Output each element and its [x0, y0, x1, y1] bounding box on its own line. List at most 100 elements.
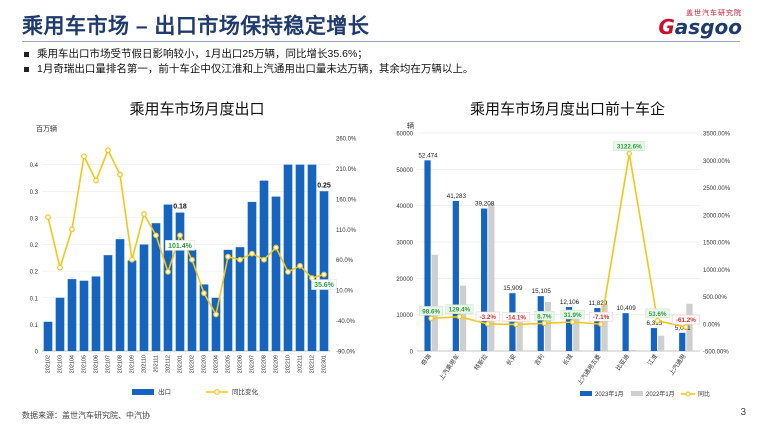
line-data-label: 35.6%	[314, 282, 335, 289]
x-tick-label: 202112	[165, 355, 171, 373]
y-tick-label-right: 10.0%	[336, 289, 354, 295]
x-tick-label: 上汽通用	[667, 353, 687, 377]
line-label-box	[445, 304, 474, 314]
line-data-label: -7.1%	[593, 314, 610, 321]
bar	[223, 249, 233, 351]
line-point	[201, 290, 207, 297]
y-tick-label-right: 1000.00%	[703, 268, 731, 274]
y-tick-label-left: 0.3	[30, 190, 39, 196]
bar	[79, 280, 89, 351]
page-number: 3	[740, 407, 746, 418]
x-tick-label: 202203	[201, 355, 207, 373]
x-tick-label: 吉利	[533, 353, 546, 367]
y-tick-label-left: 0	[410, 350, 414, 356]
bar-data-label: 41,283	[447, 193, 467, 200]
x-tick-label: 202207	[249, 355, 255, 373]
bullet-text: 1月奇瑞出口量排名第一，前十车企中仅江淮和上汽通用出口量未达万辆，其余均在万辆以…	[37, 63, 474, 75]
line-point	[225, 253, 231, 260]
line-point	[513, 321, 519, 328]
brand-name-en: Gasgoo	[658, 15, 742, 39]
bar	[211, 297, 221, 351]
x-tick-label: 比亚迪	[614, 353, 631, 372]
line-point	[297, 262, 303, 269]
line-point	[129, 256, 135, 263]
brand-g-letter: G	[658, 15, 675, 39]
y-tick-label-left: 0.1	[30, 323, 39, 329]
y-tick-label-right: 0.00%	[703, 322, 721, 328]
x-tick-label: 202205	[225, 355, 231, 373]
bar-2022	[658, 335, 665, 351]
line-point	[237, 256, 243, 263]
bar	[55, 297, 65, 351]
bar	[115, 239, 125, 351]
brand-rest-letters: asgoo	[674, 15, 742, 39]
x-tick-label: 202211	[297, 355, 303, 373]
bullet-square-icon	[24, 67, 29, 72]
line-point	[177, 232, 183, 239]
line-point	[261, 256, 267, 263]
x-tick-label: 202111	[153, 355, 159, 373]
bar	[127, 260, 137, 351]
bar-2023	[509, 293, 516, 351]
line-data-label: 53.6%	[649, 311, 667, 318]
y-tick-label-left: 10000	[396, 313, 413, 319]
y-tick-label-right: 3000.00%	[703, 159, 731, 165]
bar	[295, 164, 305, 351]
y-tick-label-left: 30000	[396, 241, 413, 247]
line-label-box	[165, 240, 195, 251]
bar-2023	[452, 201, 459, 351]
series-line	[431, 153, 687, 328]
line-point	[141, 211, 147, 217]
bar	[43, 321, 53, 351]
y-tick-label-right: -90.0%	[336, 350, 356, 356]
brand-name-cn: 盖世汽车研究院	[686, 10, 742, 17]
y-unit-label: 辆	[407, 121, 414, 130]
line-point	[189, 256, 195, 263]
y-tick-label-left: 0.3	[30, 216, 39, 222]
line-data-label: -14.1%	[506, 315, 526, 322]
line-data-label: -61.2%	[676, 317, 696, 324]
line-point	[541, 320, 548, 327]
legend-label: 出口	[158, 387, 171, 396]
x-tick-label: 202106	[93, 355, 99, 373]
line-point	[105, 147, 111, 154]
bar-data-label: 0.18	[173, 204, 187, 211]
data-source: 数据来源：盖世汽车研究院、中汽协	[22, 411, 150, 420]
line-data-label: 101.4%	[168, 243, 193, 250]
line-label-box	[613, 141, 646, 151]
line-label-box	[560, 309, 585, 320]
y-tick-label-right: 60.0%	[336, 258, 354, 264]
line-point	[93, 177, 99, 184]
x-tick-label: 202210	[285, 355, 291, 373]
bar-2022	[516, 321, 523, 351]
line-label-box	[671, 314, 700, 325]
y-tick-label-right: 2000.00%	[703, 213, 731, 219]
x-tick-label: 202107	[105, 355, 111, 373]
bar	[259, 180, 269, 351]
bar-data-label: 10,409	[617, 305, 637, 312]
x-tick-label: 202212	[309, 355, 315, 373]
bar	[307, 164, 317, 351]
bar	[139, 244, 149, 351]
y-tick-label-left: 0.2	[30, 243, 39, 249]
bar-data-label: 15,105	[532, 288, 552, 295]
bar-2023	[679, 332, 686, 351]
line-point	[81, 153, 87, 160]
x-tick-label: 上汽乘用车	[437, 353, 461, 382]
line-point	[598, 321, 604, 327]
line-data-label: 98.6%	[422, 308, 440, 315]
x-tick-label: 江淮	[646, 353, 659, 367]
line-point	[569, 319, 576, 325]
x-tick-label: 长城	[561, 353, 574, 367]
bar-data-label: 6,315	[647, 320, 663, 327]
x-tick-label: 202208	[261, 355, 267, 373]
y-tick-label-right: 110.0%	[336, 228, 357, 234]
line-label-box	[311, 279, 337, 290]
x-tick-label: 202204	[213, 355, 219, 373]
bar	[163, 204, 173, 351]
x-tick-label: 202104	[69, 355, 75, 373]
y-tick-label-right: 2500.00%	[703, 186, 731, 192]
x-tick-label: 特斯拉	[473, 353, 490, 372]
bullet-item: 乘用车出口市场受节假日影响较小，1月出口25万辆，同比增长35.6%；	[22, 47, 473, 62]
title-divider	[22, 41, 740, 42]
